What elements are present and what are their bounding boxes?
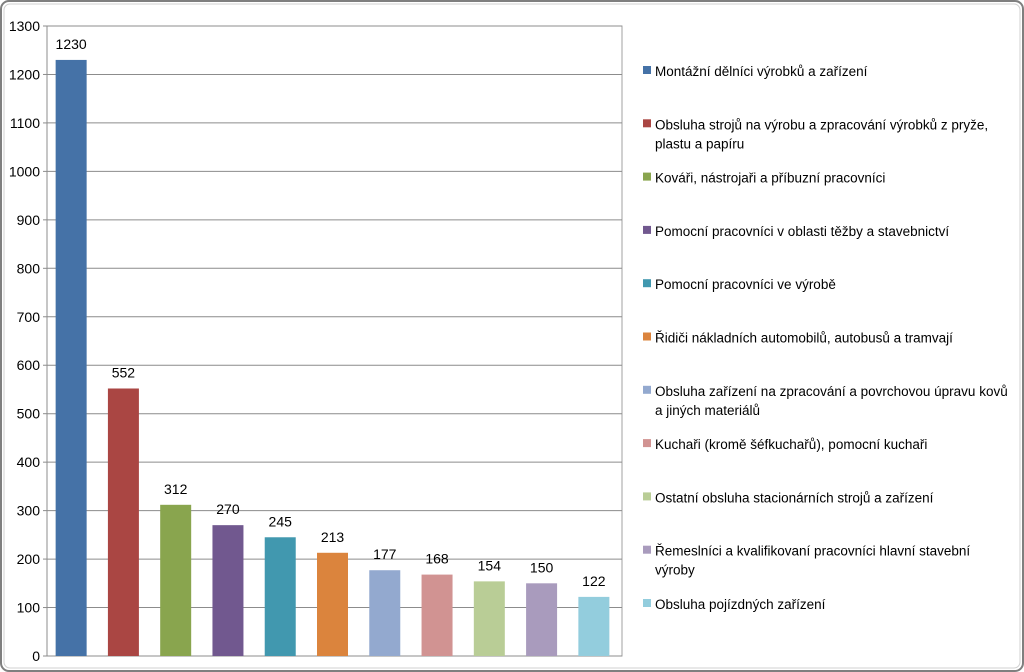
y-tick-label: 1000 [9,163,40,179]
legend: Montážní dělníci výrobků a zařízení Obslu… [643,64,1008,612]
bar [578,596,610,656]
legend-swatch [643,439,651,448]
y-tick-label: 1100 [10,115,40,131]
bars [55,59,610,656]
legend-swatch [643,385,651,394]
y-tick-label: 700 [17,309,41,325]
data-labels: 1230 552 312 270 245 213 177 168 154 150 122 [56,36,606,589]
bar [473,581,505,656]
bar [421,574,453,656]
legend-label: Pomocní pracovníci ve výrobě [655,277,836,292]
legend-label: Kováři, nástrojaři a příbuzní pracovníci [655,171,885,186]
legend-label: plastu a papíru [655,136,744,151]
legend-swatch [643,332,651,341]
legend-swatch [643,172,651,181]
y-tick-label: 300 [17,503,41,519]
legend-label: Obsluha strojů na výrobu a zpracování vý… [655,117,988,132]
data-label: 122 [582,573,606,589]
bar [369,570,401,656]
legend-label: Obsluha zařízení na zpracování a povrcho… [655,384,1008,399]
y-tick-label: 100 [17,600,41,616]
bar [212,525,244,656]
legend-label: Ostatní obsluha stacionárních strojů a z… [655,490,934,505]
data-label: 270 [216,501,240,517]
y-tick-label: 600 [17,357,41,373]
legend-label: Kuchaři (kromě šéfkuchařů), pomocní kuch… [655,437,927,452]
y-tick-label: 400 [17,454,41,470]
legend-label: Řemeslníci a kvalifikovaní pracovníci hl… [655,544,970,559]
y-tick-label: 1200 [9,66,40,82]
legend-label: a jiných materiálů [655,403,760,418]
data-label: 154 [478,557,502,573]
bar [107,388,139,656]
legend-label: Pomocní pracovníci v oblasti těžby a sta… [655,224,949,239]
legend-swatch [643,119,651,128]
bar [317,552,348,656]
legend-label: Obsluha pojízdných zařízení [655,597,826,612]
legend-label: výroby [655,563,695,578]
legend-label: Montážní dělníci výrobků a zařízení [655,64,868,79]
legend-swatch [643,545,651,554]
data-label: 213 [321,529,345,545]
data-label: 150 [530,559,554,575]
plot-area [46,25,623,657]
legend-swatch [643,599,651,607]
y-tick-label: 500 [17,406,41,422]
plot-border [46,25,623,657]
data-label: 245 [269,513,293,529]
data-label: 168 [425,551,449,567]
bar [264,537,296,656]
y-tick-label: 200 [17,551,41,567]
data-label: 177 [373,546,397,562]
bar [526,583,558,656]
data-label: 312 [164,481,188,497]
legend-swatch [643,279,651,288]
y-axis: 0 100 200 300 400 500 600 700 800 900 1000 1100 1200… [9,18,48,664]
y-tick-label: 1300 [9,18,40,34]
bar [160,504,192,656]
legend-swatch [643,492,651,501]
legend-swatch [643,66,651,74]
bar [55,59,87,656]
legend-swatch [643,225,651,234]
y-tick-label: 900 [17,212,41,228]
y-tick-label: 800 [17,260,41,276]
data-label: 552 [112,364,136,380]
y-tick-label: 0 [32,648,40,664]
data-label: 1230 [56,36,87,52]
legend-label: Řidiči nákladních automobilů, autobusů a… [655,331,953,346]
